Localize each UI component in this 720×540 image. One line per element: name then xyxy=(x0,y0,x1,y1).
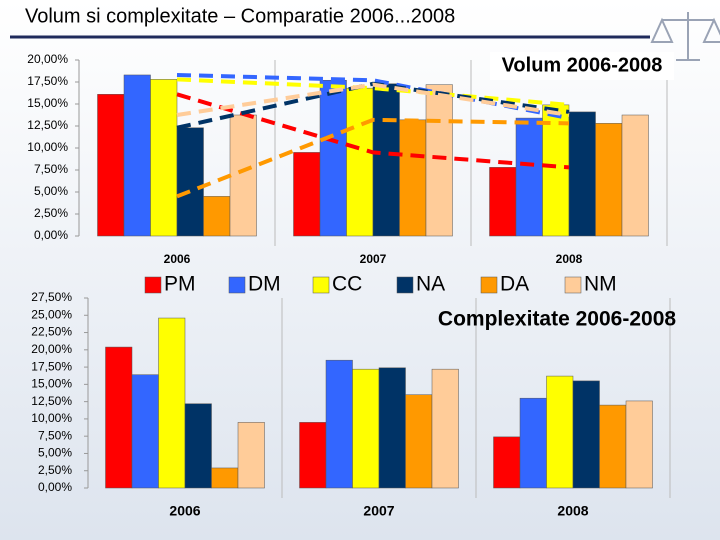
legend-label: NM xyxy=(584,273,617,296)
legend-label: CC xyxy=(332,273,362,296)
bar xyxy=(542,104,570,237)
y-tick-label: 5,00% xyxy=(38,446,72,460)
y-tick-label: 10,00% xyxy=(27,140,68,154)
y-tick-label: 17,50% xyxy=(31,359,72,373)
y-tick-label: 25,00% xyxy=(31,307,72,321)
y-tick-label: 15,00% xyxy=(31,377,72,391)
bar xyxy=(211,467,239,489)
legend-swatch xyxy=(480,276,498,294)
x-tick-label: 2008 xyxy=(557,503,588,519)
bar xyxy=(572,380,600,489)
bar xyxy=(599,404,627,489)
legend-swatch xyxy=(144,276,162,294)
bar xyxy=(519,397,547,489)
bar xyxy=(131,374,159,489)
slide-title: Volum si complexitate – Comparatie 2006.… xyxy=(25,5,455,27)
bar xyxy=(97,94,125,237)
bar xyxy=(425,84,453,237)
bar xyxy=(184,403,212,489)
y-tick-label: 0,00% xyxy=(38,480,72,494)
bar xyxy=(399,119,427,237)
bar xyxy=(293,152,321,237)
trend-line xyxy=(176,117,570,199)
trend-line xyxy=(176,82,570,117)
y-tick-label: 10,00% xyxy=(31,411,72,425)
bar xyxy=(372,83,400,237)
bar xyxy=(229,114,257,237)
bar xyxy=(515,117,543,237)
bar xyxy=(346,87,374,237)
x-tick-label: 2006 xyxy=(169,503,200,519)
legend-label: NA xyxy=(416,273,445,296)
bar xyxy=(176,127,204,237)
y-tick-label: 20,00% xyxy=(27,52,68,66)
legend-label: PM xyxy=(164,273,196,296)
y-tick-label: 7,50% xyxy=(34,162,68,176)
title-background xyxy=(490,52,674,80)
y-tick-label: 12,50% xyxy=(27,118,68,132)
bar xyxy=(595,123,623,237)
x-tick-label: 2008 xyxy=(556,252,583,266)
y-tick-label: 15,00% xyxy=(27,96,68,110)
y-tick-label: 12,50% xyxy=(31,394,72,408)
legend-label: DM xyxy=(248,273,281,296)
chart-title: Complexitate 2006-2008 xyxy=(438,308,676,331)
bar xyxy=(378,367,406,489)
bar xyxy=(621,114,649,237)
y-tick-label: 5,00% xyxy=(34,184,68,198)
bar xyxy=(203,196,231,237)
bar xyxy=(158,317,186,489)
y-tick-label: 7,50% xyxy=(38,428,72,442)
bar xyxy=(493,436,521,489)
bar xyxy=(105,346,133,489)
y-tick-label: 20,00% xyxy=(31,342,72,356)
bar xyxy=(352,368,380,489)
y-tick-label: 2,50% xyxy=(34,206,68,220)
x-tick-label: 2007 xyxy=(363,503,394,519)
legend-label: DA xyxy=(500,273,529,296)
x-tick-label: 2007 xyxy=(360,252,387,266)
bar xyxy=(546,375,574,489)
bar xyxy=(150,79,178,237)
legend-swatch xyxy=(396,276,414,294)
bar xyxy=(405,394,433,489)
bar xyxy=(431,368,459,489)
x-tick-label: 2006 xyxy=(164,252,191,266)
scales-icon xyxy=(650,12,720,61)
bar xyxy=(625,400,653,489)
y-tick-label: 17,50% xyxy=(27,74,68,88)
chart-title: Volum 2006-2008 xyxy=(502,54,663,76)
legend-swatch xyxy=(564,276,582,294)
legend-swatch xyxy=(312,276,330,294)
bar xyxy=(319,79,347,237)
bar xyxy=(123,74,151,237)
y-tick-label: 22,50% xyxy=(31,325,72,339)
legend-swatch xyxy=(228,276,246,294)
bar xyxy=(237,422,265,489)
bar xyxy=(489,167,517,237)
y-tick-label: 27,50% xyxy=(31,290,72,304)
bar xyxy=(325,359,353,489)
bar xyxy=(568,111,596,237)
y-tick-label: 2,50% xyxy=(38,463,72,477)
bar xyxy=(299,422,327,489)
y-tick-label: 0,00% xyxy=(34,228,68,242)
